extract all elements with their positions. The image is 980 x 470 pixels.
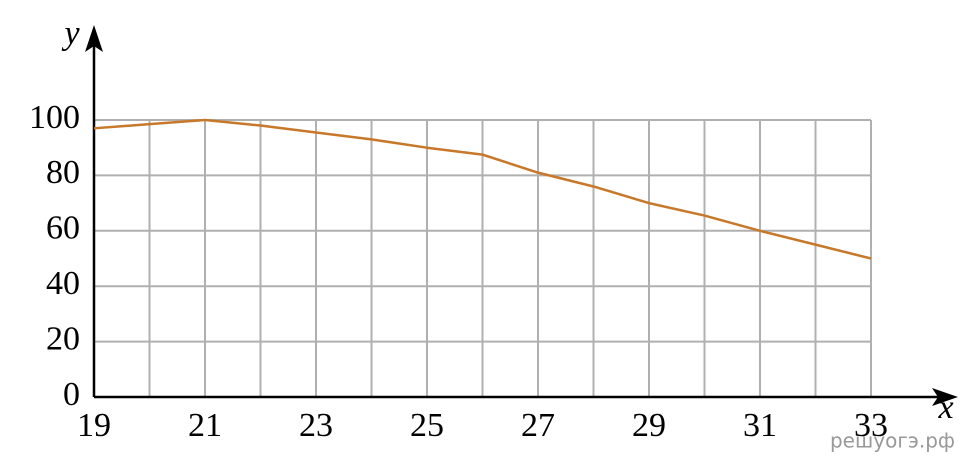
x-arrow — [932, 388, 958, 406]
y-tick-label: 20 — [46, 320, 80, 357]
line — [93, 118, 872, 260]
x-tick-label: 21 — [188, 407, 222, 444]
y-arrow — [85, 25, 103, 52]
y-tick-label: 60 — [46, 210, 80, 247]
x-tick-label: 31 — [743, 407, 777, 444]
y-label: y — [61, 15, 80, 52]
x-tick-label: 33 — [854, 407, 888, 444]
y-tick-label: 40 — [46, 265, 80, 302]
y-tick-label: 100 — [29, 99, 80, 136]
y-tick-label: 80 — [46, 154, 80, 191]
x-tick-label: 23 — [299, 407, 333, 444]
x-label: x — [937, 389, 953, 426]
y-tick-label: 0 — [63, 376, 80, 413]
x-tick-label: 25 — [410, 407, 444, 444]
x-tick-label: 19 — [77, 407, 111, 444]
watermark: решуогэ.рф — [830, 429, 955, 453]
x-tick-label: 27 — [521, 407, 555, 444]
x-tick-label: 29 — [632, 407, 666, 444]
